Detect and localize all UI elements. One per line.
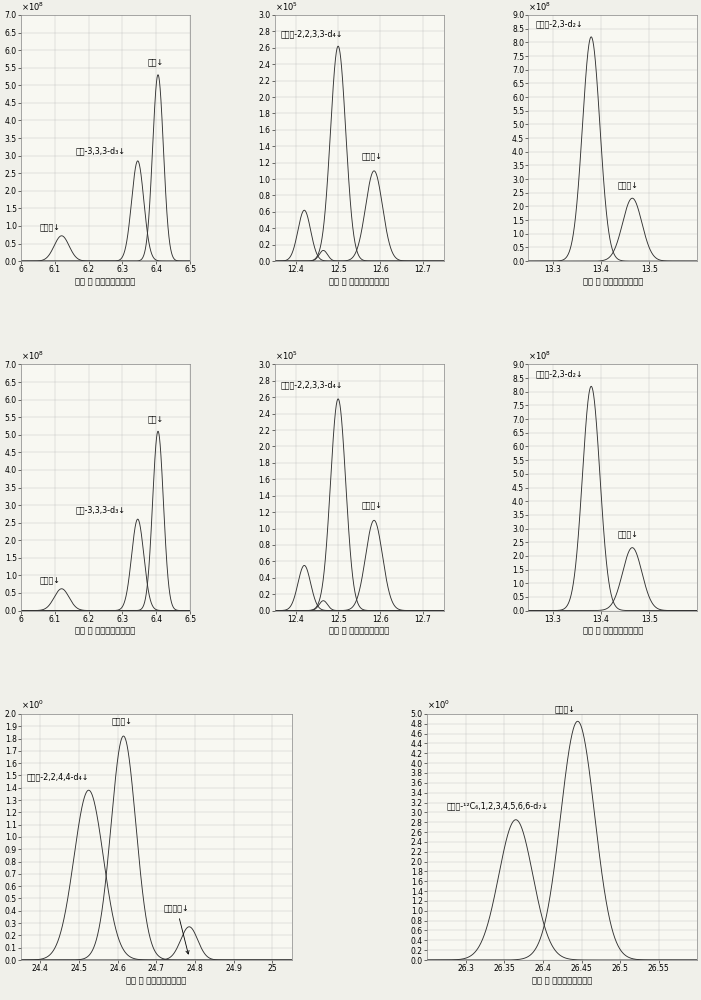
Text: 富马酸↓: 富马酸↓ [618, 530, 639, 539]
X-axis label: 计数 于 采集时间（分钟）: 计数 于 采集时间（分钟） [126, 976, 186, 985]
X-axis label: 计数 于 采集时间（分钟）: 计数 于 采集时间（分钟） [76, 626, 136, 635]
X-axis label: 计数 于 采集时间（分钟）: 计数 于 采集时间（分钟） [76, 277, 136, 286]
Text: ×10$^{8}$: ×10$^{8}$ [21, 0, 44, 13]
Text: ×10$^{8}$: ×10$^{8}$ [529, 0, 552, 13]
Text: 柠檬酸-2,2,4,4-d₄↓: 柠檬酸-2,2,4,4-d₄↓ [27, 773, 89, 782]
Text: 丙酮酸↓: 丙酮酸↓ [40, 223, 60, 232]
Text: 富马酸-2,3-d₂↓: 富马酸-2,3-d₂↓ [536, 20, 583, 29]
X-axis label: 计数 于 采集时间（分钟）: 计数 于 采集时间（分钟） [329, 277, 389, 286]
Text: ×10$^{0}$: ×10$^{0}$ [427, 699, 450, 711]
Text: ×10$^{5}$: ×10$^{5}$ [275, 350, 298, 362]
Text: ×10$^{8}$: ×10$^{8}$ [21, 350, 44, 362]
Text: 葡萄糖↓: 葡萄糖↓ [554, 705, 576, 714]
Text: 乳酸↓: 乳酸↓ [148, 59, 164, 68]
Text: 乳酸↓: 乳酸↓ [148, 415, 164, 424]
Text: 葡萄糖-¹²C₆,1,2,3,4,5,6,6-d₇↓: 葡萄糖-¹²C₆,1,2,3,4,5,6,6-d₇↓ [447, 801, 548, 810]
X-axis label: 计数 于 采集时间（分钟）: 计数 于 采集时间（分钟） [532, 976, 592, 985]
Text: 琥珀酸↓: 琥珀酸↓ [362, 152, 382, 161]
Text: ×10$^{8}$: ×10$^{8}$ [529, 350, 552, 362]
X-axis label: 计数 于 采集时间（分钟）: 计数 于 采集时间（分钟） [583, 277, 643, 286]
Text: 乳酸-3,3,3-d₃↓: 乳酸-3,3,3-d₃↓ [75, 505, 125, 514]
Text: 丙酮酸↓: 丙酮酸↓ [40, 576, 60, 585]
Text: ×10$^{5}$: ×10$^{5}$ [275, 0, 298, 13]
Text: 异柠檬酸↓: 异柠檬酸↓ [164, 904, 190, 954]
Text: 琥珀酸-2,2,3,3-d₄↓: 琥珀酸-2,2,3,3-d₄↓ [281, 380, 343, 389]
X-axis label: 计数 于 采集时间（分钟）: 计数 于 采集时间（分钟） [583, 626, 643, 635]
Text: 柠檬酸↓: 柠檬酸↓ [112, 717, 133, 726]
Text: ×10$^{0}$: ×10$^{0}$ [21, 699, 44, 711]
Text: 琥珀酸-2,2,3,3-d₄↓: 琥珀酸-2,2,3,3-d₄↓ [281, 29, 343, 38]
Text: 富马酸↓: 富马酸↓ [618, 181, 639, 190]
Text: 琥珀酸↓: 琥珀酸↓ [362, 501, 382, 510]
X-axis label: 计数 于 采集时间（分钟）: 计数 于 采集时间（分钟） [329, 626, 389, 635]
Text: 富马酸-2,3-d₂↓: 富马酸-2,3-d₂↓ [536, 369, 583, 378]
Text: 乳酸-3,3,3-d₃↓: 乳酸-3,3,3-d₃↓ [75, 147, 125, 156]
